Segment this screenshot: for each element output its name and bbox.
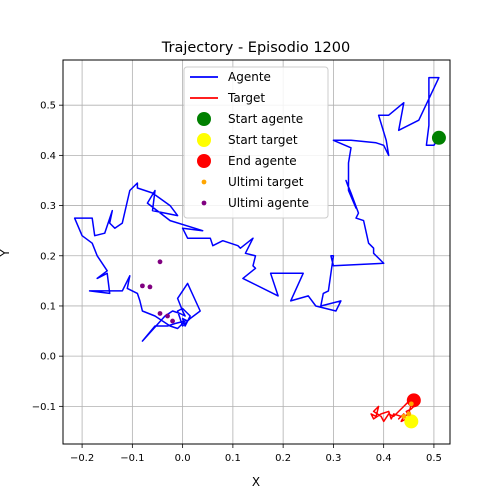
start-agente-marker xyxy=(431,130,446,145)
y-tick-label: 0.3 xyxy=(40,201,56,212)
legend-swatch xyxy=(197,154,211,168)
legend-swatch xyxy=(197,112,211,126)
start-target-marker xyxy=(404,414,419,429)
legend-label: Target xyxy=(227,91,265,105)
series-line-agente xyxy=(73,76,440,342)
legend-swatch xyxy=(201,179,207,185)
x-tick-label: 0.5 xyxy=(426,453,442,464)
legend-label: Ultimi target xyxy=(228,175,304,189)
legend-swatch xyxy=(201,200,207,206)
x-tick-label: 0.0 xyxy=(175,453,191,464)
plot-frame xyxy=(62,59,451,445)
axis-ticks: −0.2 −0.1 0.0 0.1 0.2 0.3 0.4 0.5 −0.1 0.0 0.1 0.2 0… xyxy=(32,101,442,464)
legend-box xyxy=(183,66,329,219)
y-tick-label: 0.0 xyxy=(40,352,56,363)
ultimi-agente-point xyxy=(170,318,175,324)
y-tick-label: 0.2 xyxy=(40,251,56,262)
ultimi-agente-point xyxy=(165,313,170,319)
ultimi-agente-point xyxy=(147,284,153,290)
x-tick-label: −0.2 xyxy=(70,453,94,464)
x-tick-label: 0.4 xyxy=(376,453,392,464)
end-agente-marker xyxy=(406,393,421,408)
y-tick-label: 0.5 xyxy=(40,101,56,112)
legend-label: Ultimi agente xyxy=(228,196,309,210)
legend: Agente Target Start agente Start target End … xyxy=(183,66,329,219)
x-tick-label: 0.1 xyxy=(225,453,241,464)
legend-label: End agente xyxy=(228,154,297,168)
ultimi-agente-point xyxy=(157,311,163,316)
legend-swatch xyxy=(197,133,211,147)
legend-label: Start target xyxy=(228,133,298,147)
plot-data xyxy=(73,76,446,429)
x-tick-label: 0.3 xyxy=(325,453,341,464)
y-tick-label: −0.1 xyxy=(32,402,56,413)
ultimi-agente-point xyxy=(157,259,163,265)
ultimi-target-point xyxy=(401,413,407,419)
x-axis-label: X xyxy=(252,475,260,489)
legend-label: Start agente xyxy=(228,112,303,126)
x-tick-label: −0.1 xyxy=(120,453,144,464)
legend-label: Agente xyxy=(228,70,271,84)
y-tick-label: 0.1 xyxy=(40,301,56,312)
y-axis-label: Y xyxy=(0,249,12,258)
y-tick-label: 0.4 xyxy=(40,151,56,162)
ultimi-target-point xyxy=(406,411,412,417)
chart-title: Trajectory - Episodio 1200 xyxy=(161,40,350,56)
ultimi-target-point xyxy=(408,401,414,407)
x-tick-label: 0.2 xyxy=(275,453,291,464)
ultimi-agente-point xyxy=(140,283,145,289)
